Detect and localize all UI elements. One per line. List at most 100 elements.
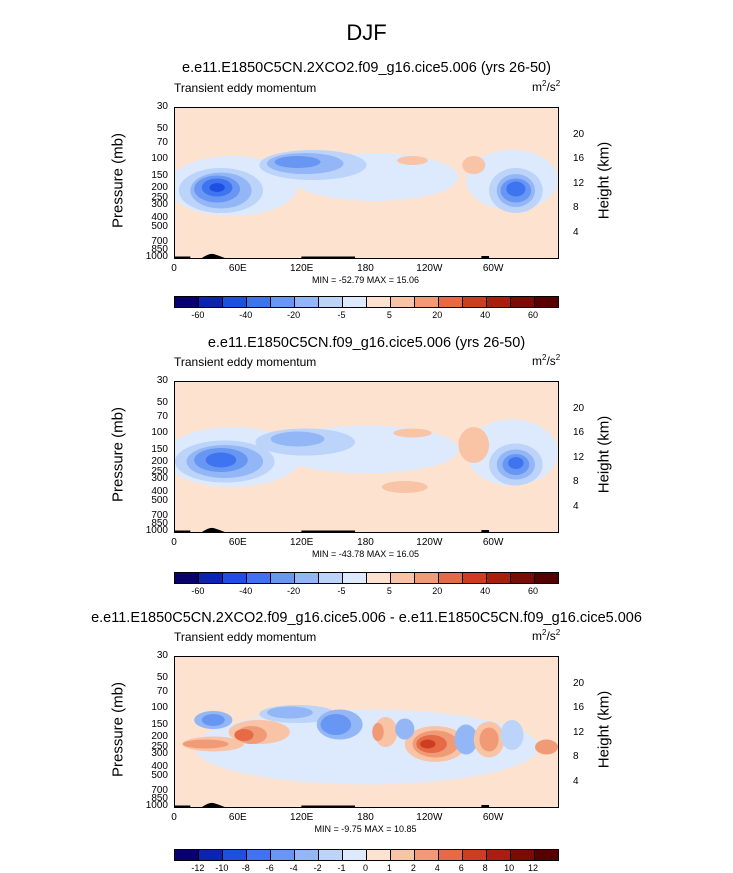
colorbar-tick-label: -40 (239, 586, 253, 596)
contour-plot (174, 656, 559, 808)
x-tick-label: 120E (289, 537, 314, 548)
colorbar-tick-label: 8 (482, 863, 488, 873)
colorbar-segment (415, 297, 439, 307)
colorbar-segment (319, 573, 343, 583)
height-tick-label: 16 (573, 427, 585, 439)
colorbar-tick-label: 60 (528, 310, 539, 320)
y-axis-title: Pressure (mb) (109, 681, 127, 778)
colorbar-segment (199, 850, 223, 860)
colorbar-segment (319, 850, 343, 860)
y-tick-label: 250 (151, 191, 168, 203)
colorbar-tick-label: -5 (337, 586, 346, 596)
y-tick-label: 70 (156, 411, 168, 423)
x-tick-label: 0 (171, 263, 177, 274)
x-tick-label: 60W (482, 812, 504, 823)
colorbar-segment (367, 573, 391, 583)
colorbar-segment (463, 850, 487, 860)
x-tick-label: 0 (171, 812, 177, 823)
contour-region (506, 181, 526, 197)
units-label: m2/s2 (532, 628, 561, 643)
y-tick-label: 30 (156, 375, 168, 386)
y-tick-label: 150 (151, 443, 168, 455)
height-tick-label: 12 (573, 451, 585, 463)
colorbar (174, 572, 559, 584)
y-axis-title: Pressure (mb) (109, 406, 127, 503)
colorbar-segment (295, 573, 319, 583)
colorbar-segment (511, 850, 535, 860)
colorbar-tick-label: 60 (528, 586, 539, 596)
x-tick-label: 60W (482, 537, 504, 548)
min-max-stats: MIN = -52.79 MAX = 15.06 (311, 275, 420, 285)
main-title: DJF (346, 20, 387, 45)
contour-region (535, 739, 558, 755)
topography (301, 530, 356, 532)
y-tick-label: 50 (156, 396, 168, 408)
panel-subtitle: Transient eddy momentum (174, 81, 317, 95)
y-tick-label: 200 (151, 182, 168, 194)
colorbar-segment (247, 573, 271, 583)
y-tick-label: 100 (151, 426, 168, 438)
y-axis-right-title: Height (km) (595, 690, 613, 769)
topography (201, 527, 225, 532)
colorbar-tick-label: 40 (480, 310, 491, 320)
y-tick-label: 50 (156, 671, 168, 683)
contour-region (266, 706, 313, 719)
colorbar-segment (271, 573, 295, 583)
y-tick-label: 850 (151, 518, 168, 530)
y-tick-label: 250 (151, 740, 168, 752)
y-tick-label: 150 (151, 169, 168, 181)
units-label: m2/s2 (532, 79, 561, 94)
colorbar-tick-label: -1 (337, 863, 346, 873)
y-tick-label: 400 (151, 760, 168, 772)
x-tick-label: 120W (416, 263, 443, 274)
colorbar-segment (367, 850, 391, 860)
colorbar-segment (487, 850, 511, 860)
contour-region (209, 183, 225, 192)
height-tick-label: 4 (573, 775, 579, 787)
x-tick-label: 180 (357, 537, 374, 548)
y-tick-label: 30 (156, 101, 168, 112)
contour-region (372, 723, 384, 741)
y-tick-label: 30 (156, 650, 168, 661)
colorbar-tick-label: -6 (265, 863, 274, 873)
colorbar-segment (343, 297, 367, 307)
colorbar-segment (391, 850, 415, 860)
y-tick-label: 850 (151, 793, 168, 805)
x-tick-label: 60E (228, 263, 247, 274)
contour-region (500, 720, 524, 750)
contour-region (479, 727, 499, 752)
y-tick-label: 700 (151, 235, 168, 247)
contour-region (182, 739, 229, 749)
topography (201, 802, 225, 807)
height-tick-label: 16 (573, 702, 585, 714)
colorbar-segment (415, 573, 439, 583)
height-tick-label: 8 (573, 202, 579, 214)
colorbar-tick-label: 2 (410, 863, 416, 873)
colorbar-segment (463, 297, 487, 307)
height-tick-label: 4 (573, 226, 579, 238)
colorbar (174, 849, 559, 861)
topography (175, 256, 191, 258)
topography (301, 256, 356, 258)
y-tick-label: 500 (151, 221, 168, 233)
topography (481, 805, 490, 807)
colorbar (174, 296, 559, 308)
y-tick-label: 700 (151, 784, 168, 796)
y-tick-label: 400 (151, 485, 168, 497)
y-tick-label: 150 (151, 718, 168, 730)
panel-title: e.e11.E1850C5CN.f09_g16.cice5.006 (yrs 2… (207, 335, 526, 351)
colorbar-segment (319, 297, 343, 307)
contour-region (320, 714, 352, 735)
y-tick-label: 100 (151, 701, 168, 713)
topography (175, 805, 191, 807)
contour-region (397, 156, 428, 165)
contour-svg (175, 705, 558, 807)
panel-subtitle: Transient eddy momentum (174, 355, 317, 369)
x-tick-label: 120E (289, 263, 314, 274)
colorbar-segment (535, 297, 558, 307)
colorbar-segment (487, 297, 511, 307)
height-tick-label: 12 (573, 726, 585, 738)
contour-region (420, 739, 436, 749)
topography (301, 805, 356, 807)
colorbar-segment (175, 573, 199, 583)
